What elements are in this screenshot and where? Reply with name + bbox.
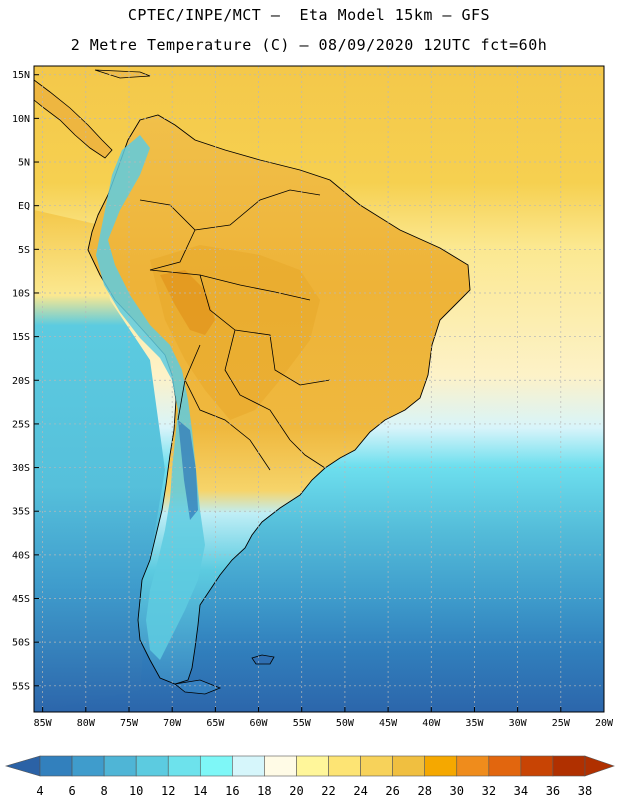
colorbar-swatch (520, 755, 554, 777)
colorbar-label: 38 (578, 784, 592, 798)
lat-label: 45S (12, 594, 30, 605)
colorbar-label: 22 (321, 784, 335, 798)
lat-label: 15S (12, 332, 30, 343)
lon-label: 55W (293, 718, 312, 729)
lon-label: 75W (120, 718, 139, 729)
country-borders (139, 189, 331, 471)
lon-label: 65W (206, 718, 225, 729)
colorbar-label: 32 (482, 784, 496, 798)
andes-cold-band (96, 135, 205, 660)
high-andes-coldest (178, 420, 198, 520)
lon-label: 45W (379, 718, 398, 729)
colorbar-label: 12 (161, 784, 175, 798)
colorbar-swatch (167, 755, 201, 777)
hottest-region (160, 270, 215, 335)
colorbar-swatch (392, 755, 426, 777)
map-title-line1: CPTEC/INPE/MCT – Eta Model 15km – GFS (127, 6, 491, 24)
colorbar-min-arrow (4, 755, 41, 777)
latitude-labels: 15N 10N 5N EQ 5S 10S 15S 20S 25S 30S 35S 40S 45S 50S 5… (12, 70, 39, 692)
map-title-line2: 2 Metre Temperature (C) – 08/09/2020 12U… (70, 36, 548, 54)
lat-label: 10N (12, 114, 30, 125)
colorbar-swatch (328, 755, 361, 777)
lon-label: 85W (34, 718, 53, 729)
lat-label: 25S (12, 419, 30, 430)
lat-label: 5N (18, 158, 30, 169)
lat-label: 55S (12, 681, 30, 692)
colorbar-label: 16 (225, 784, 239, 798)
colorbar-swatch (232, 755, 265, 777)
lon-label: 50W (336, 718, 355, 729)
lat-label: 5S (18, 245, 30, 256)
colorbar-label: 34 (514, 784, 528, 798)
colorbar-label: 30 (450, 784, 464, 798)
colorbar-swatch (424, 755, 458, 777)
colorbar-max-arrow (584, 755, 615, 777)
colorbar-label: 10 (129, 784, 143, 798)
falkland-islands (251, 654, 275, 665)
lon-label: 40W (422, 718, 441, 729)
colorbar-swatch (199, 755, 233, 777)
lat-label: 15N (12, 70, 30, 81)
lat-label: EQ (18, 201, 30, 212)
graticule (34, 66, 605, 712)
lon-label: 25W (552, 718, 571, 729)
lat-label: 20S (12, 376, 30, 387)
colorbar-label: 18 (257, 784, 271, 798)
colorbar-swatch (360, 755, 393, 777)
colorbar-swatch (103, 755, 137, 777)
longitude-labels: 85W 80W 75W 70W 65W 60W 55W 50W 45W 40W 35W 30W 25W 2… (34, 707, 614, 729)
colorbar-label: 36 (546, 784, 560, 798)
central-america (34, 79, 113, 159)
lon-label: 20W (595, 718, 614, 729)
tierra-del-fuego (174, 679, 222, 695)
lat-label: 40S (12, 550, 30, 561)
colorbar-label: 14 (193, 784, 207, 798)
colorbar-swatch (552, 755, 586, 777)
caribbean-islands (94, 69, 151, 79)
lat-label: 10S (12, 288, 30, 299)
lon-label: 80W (77, 718, 96, 729)
lon-label: 70W (163, 718, 182, 729)
colorbar-label: 24 (353, 784, 367, 798)
lat-label: 35S (12, 507, 30, 518)
colorbar-swatch (296, 755, 329, 777)
colorbar-swatch (264, 755, 297, 777)
plot-frame (33, 65, 605, 713)
colorbar-label: 20 (289, 784, 303, 798)
colorbar-label: 6 (68, 784, 75, 798)
colorbar-swatch (456, 755, 490, 777)
lon-label: 35W (465, 718, 484, 729)
colorbar-label: 8 (101, 784, 108, 798)
colorbar: 4 6 8 10 12 14 16 18 20 22 24 26 28 30 32 34 36 38 (4, 755, 615, 798)
lon-label: 30W (509, 718, 528, 729)
colorbar-label: 4 (36, 784, 43, 798)
colorbar-label: 26 (385, 784, 399, 798)
colorbar-label: 28 (417, 784, 431, 798)
colorbar-swatch (488, 755, 522, 777)
lat-label: 50S (12, 638, 30, 649)
colorbar-swatch (71, 755, 105, 777)
pacific-ocean-field (34, 210, 165, 712)
lat-label: 30S (12, 463, 30, 474)
colorbar-swatch (135, 755, 169, 777)
lon-label: 60W (250, 718, 269, 729)
colorbar-swatch (39, 755, 73, 777)
